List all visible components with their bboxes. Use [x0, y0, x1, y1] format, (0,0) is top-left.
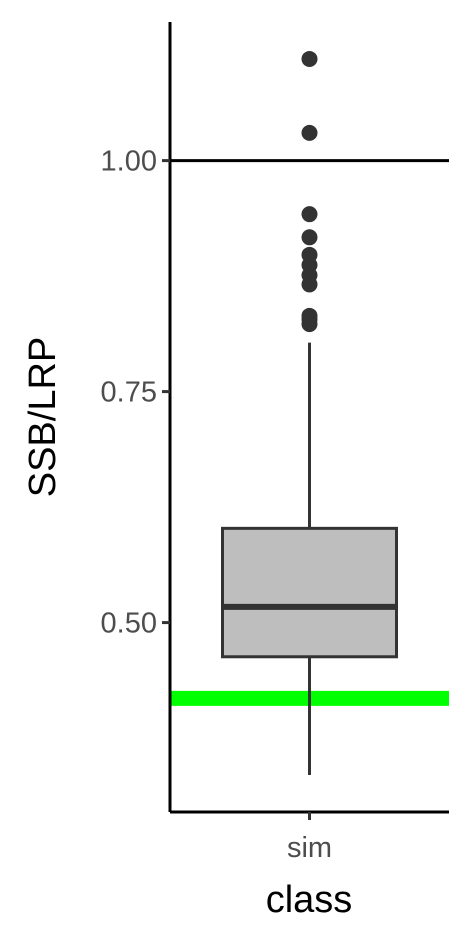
outlier-point	[301, 229, 318, 246]
x-tick-label: sim	[287, 832, 332, 864]
y-ticks: 0.50 0.75 1.00	[101, 146, 170, 640]
outlier-point	[301, 316, 318, 333]
box-iqr	[221, 526, 398, 659]
y-tick-label: 0.75	[101, 377, 157, 409]
y-tick-label: 0.50	[101, 608, 157, 640]
box-layer	[221, 50, 398, 776]
outlier-point	[301, 124, 318, 141]
outlier-point	[301, 206, 318, 223]
x-axis-title: class	[266, 879, 353, 921]
outlier-point	[301, 50, 318, 67]
x-ticks: sim	[287, 812, 332, 864]
y-tick-label: 1.00	[101, 146, 157, 178]
outlier-point	[301, 276, 318, 293]
y-axis-title: SSB/LRP	[22, 337, 64, 498]
